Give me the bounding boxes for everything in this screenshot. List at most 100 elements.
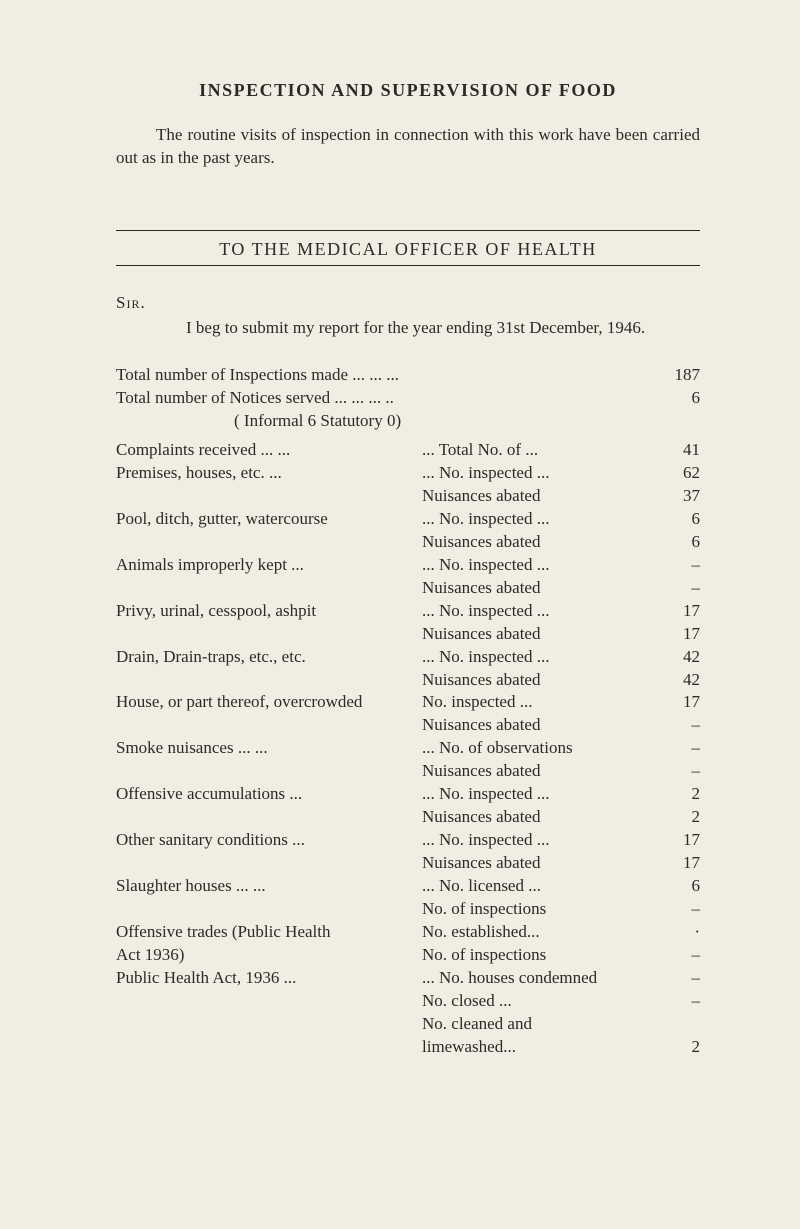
total-inspections-row: Total number of Inspections made ... ...…	[116, 364, 700, 387]
table-row: Public Health Act, 1936 ...... No. house…	[116, 967, 700, 990]
item-metric: ... No. inspected ...	[422, 646, 666, 669]
item-value: –	[666, 714, 700, 737]
table-row: Nuisances abated17	[116, 852, 700, 875]
item-value: –	[666, 898, 700, 921]
item-value: 62	[666, 462, 700, 485]
item-value: 17	[666, 691, 700, 714]
table-row: No. cleaned and	[116, 1013, 700, 1036]
item-metric: Nuisances abated	[422, 714, 666, 737]
item-metric: ... Total No. of ...	[422, 439, 666, 462]
item-value: 17	[666, 623, 700, 646]
salutation: Sir.	[116, 292, 700, 315]
item-metric: ... No. houses condemned	[422, 967, 666, 990]
table-row: House, or part thereof, overcrowdedNo. i…	[116, 691, 700, 714]
item-metric: No. established...	[422, 921, 666, 944]
item-metric: ... No. licensed ...	[422, 875, 666, 898]
intro2: I beg to submit my report for the year e…	[116, 317, 700, 340]
item-metric: Nuisances abated	[422, 852, 666, 875]
report-items: Complaints received ... ...... Total No.…	[116, 439, 700, 1058]
table-row: Nuisances abated17	[116, 623, 700, 646]
page: INSPECTION AND SUPERVISION OF FOOD The r…	[0, 0, 800, 1118]
item-category: Smoke nuisances ... ...	[116, 737, 422, 760]
table-row: Nuisances abated–	[116, 577, 700, 600]
item-category: Public Health Act, 1936 ...	[116, 967, 422, 990]
informal-statutory-line: ( Informal 6 Statutory 0)	[116, 410, 700, 433]
item-value: 41	[666, 439, 700, 462]
table-row: Premises, houses, etc. ...... No. inspec…	[116, 462, 700, 485]
item-metric: ... No. inspected ...	[422, 508, 666, 531]
item-metric: ... No. of observations	[422, 737, 666, 760]
item-metric: No. of inspections	[422, 898, 666, 921]
table-row: limewashed...2	[116, 1036, 700, 1059]
item-metric: No. closed ...	[422, 990, 666, 1013]
item-value: 42	[666, 646, 700, 669]
item-metric: ... No. inspected ...	[422, 829, 666, 852]
item-metric: No. cleaned and	[422, 1013, 666, 1036]
item-value: –	[666, 577, 700, 600]
item-value: –	[666, 967, 700, 990]
item-value: 6	[666, 875, 700, 898]
table-row: Smoke nuisances ... ...... No. of observ…	[116, 737, 700, 760]
item-category: Act 1936)	[116, 944, 422, 967]
item-category: Other sanitary conditions ...	[116, 829, 422, 852]
item-category: Complaints received ... ...	[116, 439, 422, 462]
item-value: –	[666, 737, 700, 760]
total-inspections-label: Total number of Inspections made ... ...…	[116, 364, 399, 387]
table-row: Privy, urinal, cesspool, ashpit... No. i…	[116, 600, 700, 623]
intro-paragraph: The routine visits of inspection in conn…	[116, 124, 700, 170]
item-category: Slaughter houses ... ...	[116, 875, 422, 898]
item-metric: Nuisances abated	[422, 623, 666, 646]
item-value: 42	[666, 669, 700, 692]
table-row: Slaughter houses ... ...... No. licensed…	[116, 875, 700, 898]
item-value: 2	[666, 783, 700, 806]
table-row: Other sanitary conditions ...... No. ins…	[116, 829, 700, 852]
table-row: Offensive trades (Public HealthNo. estab…	[116, 921, 700, 944]
item-value: 37	[666, 485, 700, 508]
table-row: Nuisances abated42	[116, 669, 700, 692]
total-inspections-value: 187	[666, 364, 700, 387]
item-value: 2	[666, 806, 700, 829]
item-value: –	[666, 760, 700, 783]
table-row: No. of inspections–	[116, 898, 700, 921]
item-metric: Nuisances abated	[422, 577, 666, 600]
item-metric: ... No. inspected ...	[422, 554, 666, 577]
item-category: Drain, Drain-traps, etc., etc.	[116, 646, 422, 669]
item-category: Privy, urinal, cesspool, ashpit	[116, 600, 422, 623]
item-metric: Nuisances abated	[422, 760, 666, 783]
item-value: 17	[666, 829, 700, 852]
table-row: Drain, Drain-traps, etc., etc.... No. in…	[116, 646, 700, 669]
item-metric: Nuisances abated	[422, 531, 666, 554]
item-value: –	[666, 944, 700, 967]
table-row: Nuisances abated37	[116, 485, 700, 508]
item-metric: Nuisances abated	[422, 485, 666, 508]
item-metric: ... No. inspected ...	[422, 462, 666, 485]
item-category: Animals improperly kept ...	[116, 554, 422, 577]
item-value: 17	[666, 600, 700, 623]
item-category: Premises, houses, etc. ...	[116, 462, 422, 485]
item-value: ·	[666, 921, 700, 944]
item-metric: Nuisances abated	[422, 806, 666, 829]
table-row: Complaints received ... ...... Total No.…	[116, 439, 700, 462]
item-value: 2	[666, 1036, 700, 1059]
rule-below	[116, 265, 700, 266]
item-metric: ... No. inspected ...	[422, 600, 666, 623]
section2-title: TO THE MEDICAL OFFICER OF HEALTH	[116, 231, 700, 265]
total-notices-label: Total number of Notices served ... ... .…	[116, 387, 394, 410]
table-row: Nuisances abated–	[116, 714, 700, 737]
item-value: –	[666, 990, 700, 1013]
section-title: INSPECTION AND SUPERVISION OF FOOD	[116, 78, 700, 102]
item-value: 17	[666, 852, 700, 875]
item-category: Offensive accumulations ...	[116, 783, 422, 806]
table-row: Act 1936)No. of inspections–	[116, 944, 700, 967]
item-metric: No. of inspections	[422, 944, 666, 967]
item-metric: limewashed...	[422, 1036, 666, 1059]
item-metric: ... No. inspected ...	[422, 783, 666, 806]
item-value: 6	[666, 531, 700, 554]
table-row: Nuisances abated–	[116, 760, 700, 783]
item-metric: Nuisances abated	[422, 669, 666, 692]
item-category: Pool, ditch, gutter, watercourse	[116, 508, 422, 531]
item-metric: No. inspected ...	[422, 691, 666, 714]
table-row: Animals improperly kept ...... No. inspe…	[116, 554, 700, 577]
item-value: –	[666, 554, 700, 577]
total-notices-value: 6	[666, 387, 700, 410]
